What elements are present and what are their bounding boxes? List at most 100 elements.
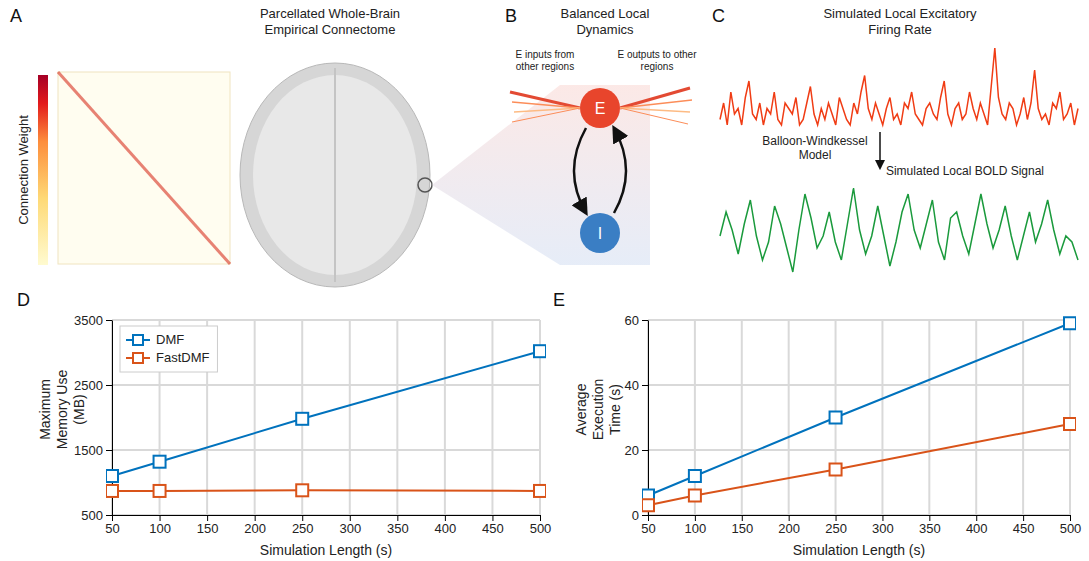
x-tick-label: 450 (1013, 521, 1035, 536)
x-tick: 250 (825, 515, 847, 536)
x-tick-label: 250 (292, 521, 314, 536)
x-axis: 50100150200250300350400450500 (105, 515, 551, 536)
x-tick-mark (445, 515, 446, 521)
series-marker (296, 484, 308, 496)
panel-label: B (505, 6, 517, 26)
x-axis-title: Simulation Length (s) (260, 542, 392, 558)
y-tick-label: 1500 (74, 443, 103, 458)
grid-line-y (648, 319, 1070, 321)
panel-label: A (10, 6, 22, 26)
x-tick: 350 (387, 515, 409, 536)
x-tick-mark (255, 515, 256, 521)
y-tick-label: 60 (625, 313, 639, 328)
series-line (648, 323, 1070, 495)
excitatory-node (580, 88, 620, 128)
arrow-i-to-e (614, 128, 626, 213)
inputs-label: E inputs fromother regions (516, 49, 575, 72)
transform-label: Balloon-WindkesselModel (762, 134, 867, 162)
series-marker (106, 470, 118, 482)
matrix-diagonal (58, 72, 230, 264)
bold-trace (720, 188, 1078, 272)
x-tick-mark (648, 515, 649, 521)
panel-label: D (17, 290, 30, 310)
x-axis-line (649, 515, 1071, 516)
input-line (510, 92, 580, 108)
series-marker (106, 485, 118, 497)
y-tick-label: 500 (81, 508, 103, 523)
series-marker (1064, 418, 1076, 430)
y-tick-label: 20 (625, 443, 639, 458)
text-line: (MB) (71, 394, 87, 424)
x-tick-label: 100 (149, 521, 171, 536)
x-tick-label: 400 (966, 521, 988, 536)
legend-marker (133, 335, 143, 345)
grid-line-y (112, 449, 540, 451)
series-marker (1064, 317, 1076, 329)
x-tick-mark (1023, 515, 1024, 521)
y-tick-mark (642, 385, 648, 386)
text-line: other regions (516, 61, 574, 72)
grid-line-y (648, 514, 1070, 516)
grid-line-x (928, 320, 930, 515)
text-line: regions (641, 61, 674, 72)
series-marker (830, 464, 842, 476)
text-line: E outputs to other (618, 49, 698, 60)
x-tick: 300 (339, 515, 361, 536)
x-tick-mark (976, 515, 977, 521)
y-tick: 1500 (74, 443, 112, 458)
x-tick-mark (540, 515, 541, 521)
text-line: Firing Rate (868, 22, 932, 37)
x-tick-label: 50 (105, 521, 119, 536)
text-line: Empirical Connectome (265, 22, 396, 37)
x-tick: 200 (778, 515, 800, 536)
y-tick-label: 3500 (74, 313, 103, 328)
x-tick-label: 250 (825, 521, 847, 536)
x-tick-label: 150 (731, 521, 753, 536)
panel-title: Parcellated Whole-BrainEmpirical Connect… (260, 6, 400, 37)
legend-label: FastDMF (156, 350, 210, 365)
x-tick-label: 300 (872, 521, 894, 536)
y-tick: 60 (625, 313, 648, 328)
brain-schematic (240, 63, 432, 287)
x-tick: 50 (641, 515, 655, 536)
x-tick-mark (742, 515, 743, 521)
text-line: Balanced Local (561, 6, 650, 21)
series-marker (689, 470, 701, 482)
y-tick: 20 (625, 443, 648, 458)
firing-rate-trace (720, 48, 1078, 125)
legend: DMFFastDMF (120, 326, 217, 372)
text-line: Execution (590, 379, 606, 440)
x-tick: 200 (244, 515, 266, 536)
x-tick-mark (112, 515, 113, 521)
y-axis-title: MaximumMemory Use(MB) (37, 370, 87, 450)
x-tick-label: 300 (339, 521, 361, 536)
brain-midline (334, 68, 336, 282)
x-tick-label: 150 (197, 521, 219, 536)
text-line: Time (s) (607, 384, 623, 435)
x-tick-label: 500 (1060, 521, 1082, 536)
y-tick-mark (106, 515, 112, 516)
input-line (512, 102, 580, 108)
inhibitory-node (580, 213, 620, 253)
grid-line-x (396, 320, 398, 515)
grid-line-x (647, 320, 649, 515)
x-tick: 450 (482, 515, 504, 536)
inhibitory-label: I (598, 225, 602, 242)
y-tick-label: 40 (625, 378, 639, 393)
x-tick-mark (695, 515, 696, 521)
x-tick: 400 (435, 515, 457, 536)
zoom-wedge (432, 85, 650, 265)
grid-line-x (975, 320, 977, 515)
text-line: Model (799, 148, 832, 162)
text-line: E inputs from (516, 49, 575, 60)
y-tick-label: 2500 (74, 378, 103, 393)
x-tick-label: 50 (641, 521, 655, 536)
x-tick: 300 (872, 515, 894, 536)
x-tick-label: 400 (435, 521, 457, 536)
excitatory-label: E (595, 100, 606, 117)
series-marker (830, 412, 842, 424)
y-tick: 500 (81, 508, 112, 523)
output-line (620, 88, 690, 108)
panel-title: Balanced LocalDynamics (561, 6, 650, 37)
text-line: Simulated Local Excitatory (823, 6, 977, 21)
